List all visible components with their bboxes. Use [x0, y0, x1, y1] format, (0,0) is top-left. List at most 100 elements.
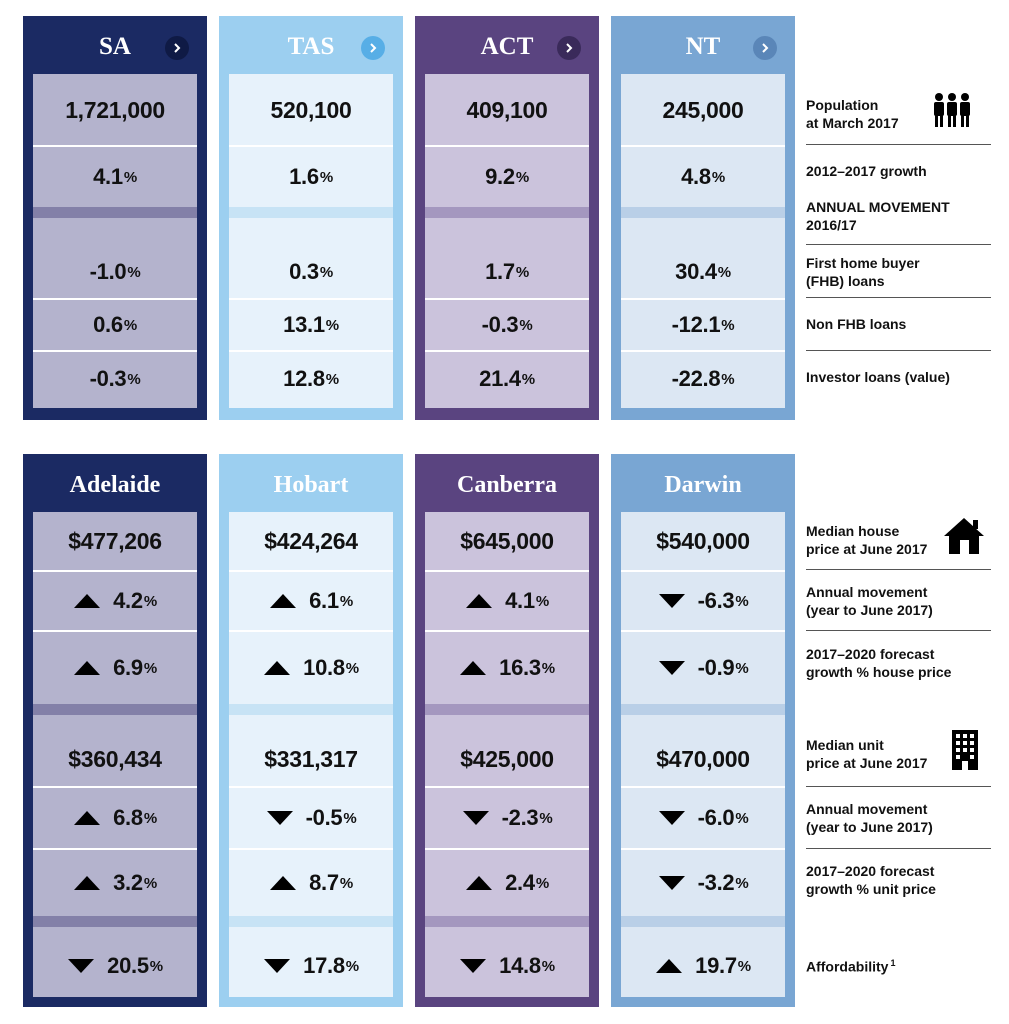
triangle-up-icon — [264, 661, 291, 675]
row-divider — [229, 298, 393, 300]
triangle-down-icon — [460, 959, 487, 973]
section-band — [425, 916, 589, 927]
label-population: Population at March 2017 — [806, 97, 899, 131]
value-number: 10.8 — [303, 655, 345, 680]
value-number: 16.3 — [499, 655, 541, 680]
triangle-up-icon — [466, 594, 493, 608]
percent-sign: % — [535, 874, 549, 892]
value-number: 1.6 — [289, 164, 319, 189]
label-affordability: Affordability 1 — [806, 958, 896, 975]
value-number: -1.0 — [89, 259, 127, 284]
section-band — [621, 704, 785, 715]
chevron-right-icon[interactable] — [165, 36, 189, 60]
value-number: 19.7 — [695, 953, 737, 978]
label-growth: 2012–2017 growth — [806, 163, 927, 179]
percent-sign: % — [345, 659, 359, 677]
chevron-right-icon[interactable] — [361, 36, 385, 60]
city-name: Hobart — [273, 472, 349, 498]
house-forecast-growth: -0.9% — [621, 632, 785, 704]
row-divider — [229, 786, 393, 788]
value-text: $540,000 — [656, 527, 750, 554]
percent-sign: % — [319, 263, 333, 281]
value-number: -0.9 — [697, 655, 735, 680]
triangle-down-icon — [658, 811, 685, 825]
value-number: 6.1 — [309, 588, 339, 613]
fhb-loans-value: 0.3% — [229, 246, 393, 298]
state-name: ACT — [480, 33, 534, 60]
percent-sign: % — [735, 592, 749, 610]
row-divider — [425, 298, 589, 300]
label-investor-loans: Investor loans (value) — [806, 369, 950, 385]
value-number: 12.8 — [283, 366, 325, 391]
label-divider — [806, 244, 991, 245]
house-forecast-growth: 16.3% — [425, 632, 589, 704]
section-band — [33, 704, 197, 715]
state-name: TAS — [287, 33, 335, 60]
row-divider — [425, 786, 589, 788]
percent-sign: % — [735, 874, 749, 892]
percent-sign: % — [519, 316, 533, 334]
label-median-house: Median house price at June 2017 — [806, 523, 928, 557]
value-text: 409,100 — [466, 96, 548, 123]
median-unit-price: $425,000 — [425, 732, 589, 786]
unit-forecast-growth: 3.2% — [33, 850, 197, 916]
row-divider — [229, 145, 393, 147]
non-fhb-loans-value: -12.1% — [621, 300, 785, 350]
affordability-value: 17.8% — [229, 940, 393, 992]
section-band — [621, 916, 785, 927]
value-number: 17.8 — [303, 953, 345, 978]
city-name: Darwin — [664, 472, 742, 498]
percent-sign: % — [515, 168, 529, 186]
row-divider — [425, 145, 589, 147]
row-divider — [229, 350, 393, 352]
chevron-right-icon[interactable] — [557, 36, 581, 60]
column-inner-panel — [425, 74, 589, 408]
percent-sign: % — [325, 370, 339, 388]
population-value: 409,100 — [425, 74, 589, 146]
label-house-forecast: 2017–2020 forecast growth % house price — [806, 646, 952, 680]
value-number: -0.5 — [305, 805, 343, 830]
section-band — [229, 916, 393, 927]
unit-annual-movement: -6.0% — [621, 788, 785, 848]
row-divider — [229, 630, 393, 632]
affordability-value: 19.7% — [621, 940, 785, 992]
percent-sign: % — [541, 957, 555, 975]
percent-sign: % — [539, 809, 553, 827]
triangle-up-icon — [270, 876, 297, 890]
house-annual-movement: -6.3% — [621, 572, 785, 630]
label-median-unit: Median unit price at June 2017 — [806, 737, 928, 771]
value-number: 4.1 — [93, 164, 123, 189]
chevron-right-icon[interactable] — [753, 36, 777, 60]
label-house-annual: Annual movement (year to June 2017) — [806, 584, 933, 618]
value-number: 6.9 — [113, 655, 143, 680]
value-number: 13.1 — [283, 312, 325, 337]
value-number: 21.4 — [479, 366, 521, 391]
state-name: SA — [99, 33, 131, 60]
value-number: 4.1 — [505, 588, 535, 613]
unit-annual-movement: -2.3% — [425, 788, 589, 848]
section-band — [229, 704, 393, 715]
percent-sign: % — [521, 370, 535, 388]
non-fhb-loans-value: -0.3% — [425, 300, 589, 350]
percent-sign: % — [535, 592, 549, 610]
value-text: $425,000 — [460, 745, 554, 772]
population-value: 520,100 — [229, 74, 393, 146]
value-text: 245,000 — [662, 96, 744, 123]
row-divider — [621, 630, 785, 632]
value-number: -0.3 — [481, 312, 519, 337]
row-divider — [229, 848, 393, 850]
percent-sign: % — [737, 957, 751, 975]
investor-loans-value: 12.8% — [229, 352, 393, 406]
section-band — [229, 207, 393, 218]
value-number: 4.2 — [113, 588, 143, 613]
percent-sign: % — [325, 316, 339, 334]
triangle-down-icon — [658, 661, 685, 675]
label-divider — [806, 630, 991, 631]
state-column-nt: NT 245,000 4.8% 30.4% -12.1% -22.8% — [611, 16, 795, 420]
percent-sign: % — [343, 809, 357, 827]
value-number: -2.3 — [501, 805, 539, 830]
percent-sign: % — [721, 316, 735, 334]
median-unit-price: $360,434 — [33, 732, 197, 786]
percent-sign: % — [339, 592, 353, 610]
percent-sign: % — [721, 370, 735, 388]
